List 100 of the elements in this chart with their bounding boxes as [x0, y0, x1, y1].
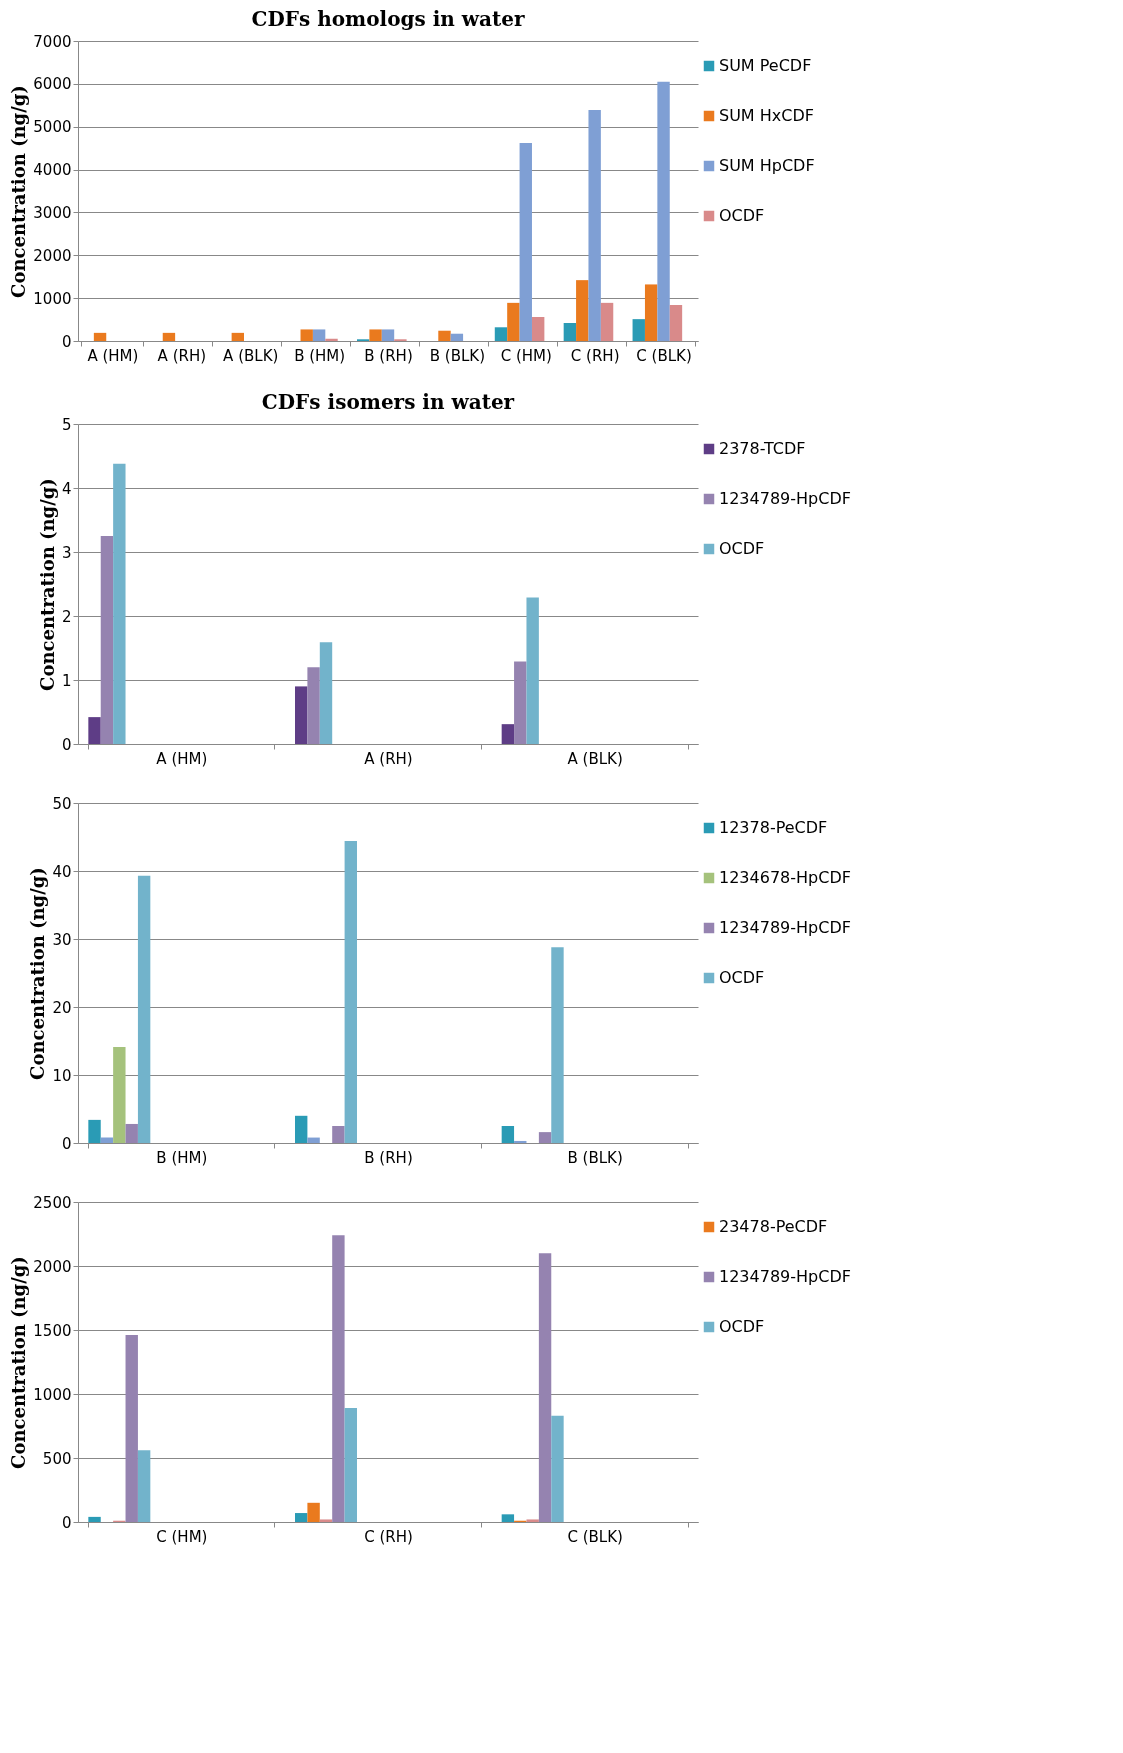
y-axis-title: Concentration (ng/g) [36, 478, 58, 691]
bar [88, 717, 101, 744]
bar [551, 1415, 564, 1522]
legend-label: 1234789-HpCDF [719, 1267, 851, 1286]
x-tick-label: A (RH) [157, 346, 207, 365]
bar [137, 875, 151, 1143]
bar [125, 1335, 138, 1522]
x-tick-label: C (HM) [156, 1527, 208, 1546]
bar [295, 686, 308, 744]
bar [125, 1123, 138, 1143]
y-tick-label: 5000 [33, 118, 72, 137]
bar [669, 305, 683, 341]
bar [563, 323, 577, 341]
y-axis-title: Concentration (ng/g) [8, 85, 30, 298]
bar [438, 330, 451, 341]
y-axis-title: Concentration (ng/g) [8, 1256, 30, 1469]
y-tick-label: 1 [61, 671, 72, 690]
bar [100, 1137, 114, 1143]
y-tick-label: 1000 [33, 289, 72, 308]
bar [588, 110, 601, 341]
y-tick-label: 2 [61, 607, 72, 626]
bar [514, 1140, 527, 1143]
legend-label: SUM HpCDF [719, 156, 815, 175]
bar [307, 1502, 320, 1522]
legend-label: 23478-PeCDF [719, 1217, 828, 1236]
y-tick-label: 4000 [33, 161, 72, 180]
bar [319, 1519, 333, 1522]
bar [295, 1115, 308, 1143]
bar [100, 536, 114, 744]
legend-label: 1234678-HpCDF [719, 868, 851, 887]
y-tick-label: 0 [61, 1134, 72, 1153]
x-tick-label: B (RH) [364, 1148, 413, 1167]
y-tick-label: 0 [61, 1513, 72, 1532]
legend-label: 1234789-HpCDF [719, 489, 851, 508]
y-tick-label: 0 [61, 332, 72, 351]
bar [137, 1450, 151, 1522]
bar [325, 338, 338, 341]
bar [312, 329, 326, 341]
x-tick-label: B (RH) [364, 346, 413, 365]
bar [344, 1408, 357, 1522]
bar [93, 332, 107, 341]
bar [576, 280, 589, 341]
x-tick-label: A (BLK) [567, 749, 623, 768]
bar [507, 302, 520, 341]
x-tick-label: C (RH) [364, 1527, 413, 1546]
bar [526, 1519, 539, 1522]
y-tick-label: 4 [61, 479, 72, 498]
x-tick-label: B (HM) [294, 346, 346, 365]
bar [88, 1516, 101, 1522]
bar [538, 1132, 552, 1143]
y-tick-label: 40 [52, 862, 72, 881]
y-tick-label: 0 [61, 735, 72, 754]
x-tick-label: B (BLK) [429, 346, 486, 365]
bar [113, 1047, 126, 1143]
bar [494, 327, 508, 341]
legend-label: OCDF [719, 206, 765, 225]
bar [332, 1126, 345, 1143]
bar [369, 329, 382, 341]
bar [307, 1137, 320, 1143]
y-tick-label: 20 [52, 998, 72, 1017]
y-tick-label: 30 [52, 930, 72, 949]
x-tick-label: C (BLK) [636, 346, 692, 365]
x-tick-label: C (RH) [570, 346, 620, 365]
x-tick-label: C (HM) [500, 346, 552, 365]
x-tick-label: B (BLK) [567, 1148, 623, 1167]
bar [657, 81, 670, 341]
legend-label: SUM PeCDF [719, 56, 812, 75]
bar [295, 1513, 308, 1522]
y-tick-label: 500 [42, 1449, 72, 1468]
legend-label: OCDF [719, 539, 765, 558]
bar [501, 1126, 515, 1143]
y-tick-label: 6000 [33, 75, 72, 94]
y-tick-label: 1000 [33, 1385, 72, 1404]
chart-title: CDFs homologs in water [251, 7, 525, 31]
legend-label: 1234789-HpCDF [719, 918, 851, 937]
x-tick-label: A (HM) [156, 749, 208, 768]
bar [501, 1514, 515, 1522]
y-tick-label: 7000 [33, 32, 72, 51]
x-tick-label: C (BLK) [567, 1527, 623, 1546]
bar [644, 284, 658, 341]
bar [531, 317, 545, 341]
bar [501, 724, 515, 744]
bar [344, 841, 357, 1143]
bar [332, 1235, 345, 1522]
bar [307, 667, 320, 744]
bar [300, 329, 313, 341]
bar [319, 642, 333, 744]
y-tick-label: 10 [52, 1066, 72, 1085]
bar [113, 463, 126, 744]
bar [231, 332, 245, 341]
bar [526, 597, 539, 744]
legend-label: OCDF [719, 968, 765, 987]
legend-label: SUM HxCDF [719, 106, 814, 125]
bar [600, 302, 614, 341]
bar [632, 319, 645, 341]
y-tick-label: 1500 [33, 1321, 72, 1340]
x-tick-label: B (HM) [156, 1148, 208, 1167]
x-tick-label: A (BLK) [223, 346, 279, 365]
y-tick-label: 2000 [33, 1257, 72, 1276]
y-tick-label: 2500 [33, 1193, 72, 1212]
